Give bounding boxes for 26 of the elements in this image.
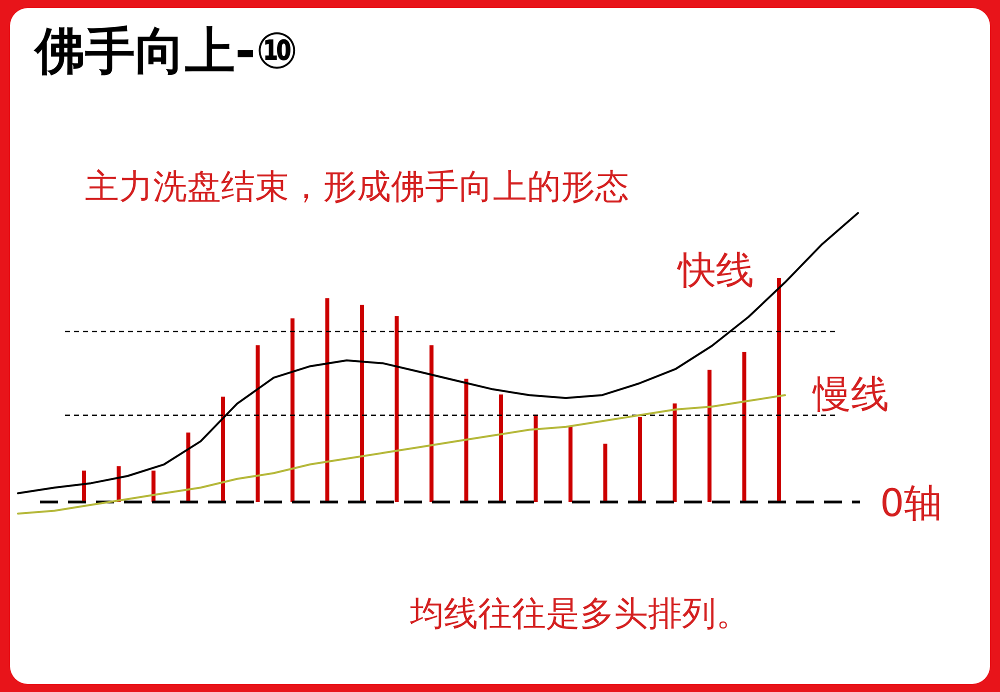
bar: [256, 345, 260, 502]
bar: [360, 304, 364, 502]
bar: [394, 316, 399, 502]
bar: [534, 414, 538, 502]
bar: [82, 470, 86, 502]
bar: [708, 370, 712, 502]
series-label: 快线: [676, 248, 754, 292]
bar: [325, 298, 330, 502]
bar: [742, 352, 746, 502]
bar: [290, 318, 294, 502]
bar: [499, 394, 503, 502]
bar: [152, 470, 156, 502]
bar: [186, 432, 190, 502]
bar: [777, 278, 781, 502]
series-label: 慢线: [812, 372, 889, 416]
ref-line-label: 0轴: [880, 481, 942, 525]
text: 主力洗盘结束，形成佛手向上的形态: [85, 167, 629, 207]
bar: [430, 345, 434, 502]
bar: [672, 403, 677, 502]
chart-title: 佛手向上-⑩: [33, 22, 298, 80]
bar: [603, 444, 608, 502]
bar: [568, 426, 572, 502]
bar: [221, 396, 225, 502]
text: 均线往往是多头排列。: [409, 594, 750, 634]
bar: [638, 416, 642, 502]
bar: [464, 378, 468, 502]
